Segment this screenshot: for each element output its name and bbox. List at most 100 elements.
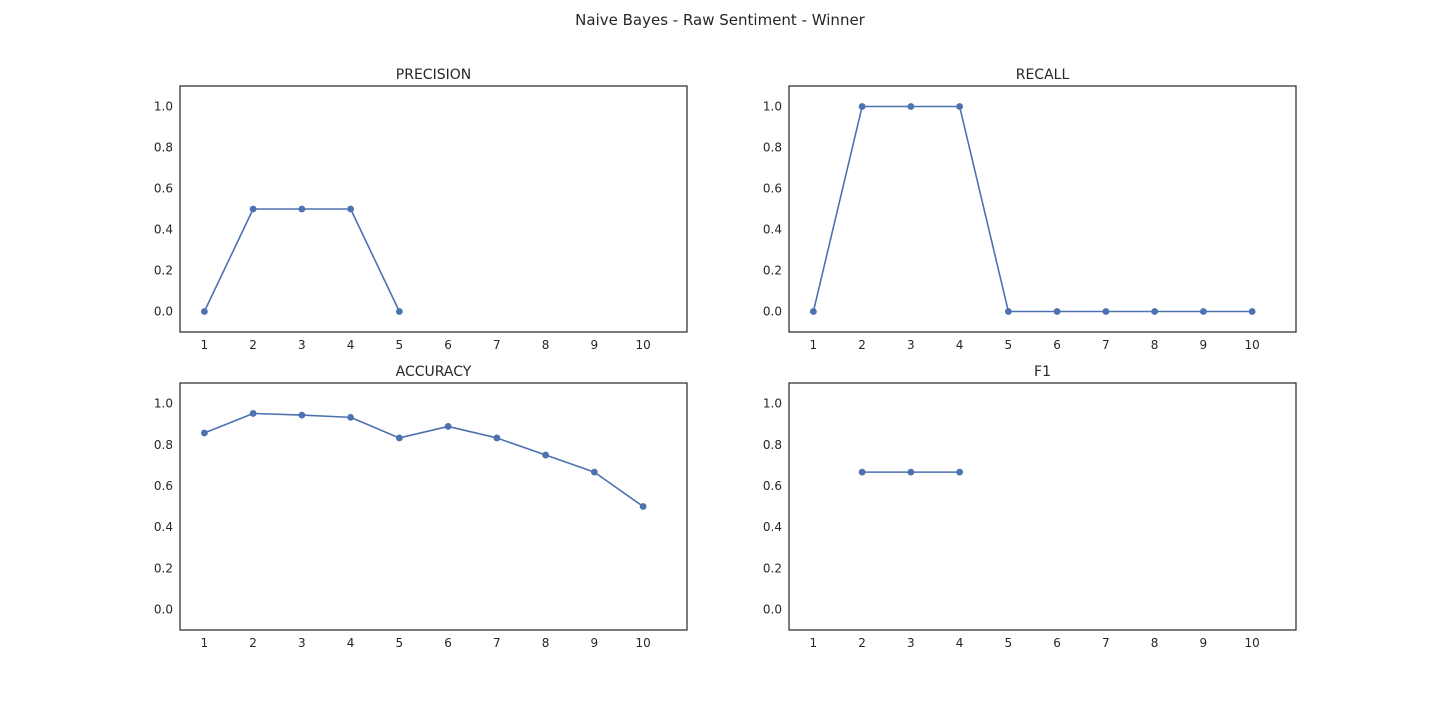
f1-ytick-label: 1.0 — [763, 397, 782, 411]
recall-data-point — [956, 103, 964, 110]
f1-xtick-label: 4 — [956, 636, 964, 650]
f1-ytick-label: 0.0 — [763, 602, 782, 616]
f1-ytick-label: 0.4 — [763, 520, 782, 534]
precision-xtick-label: 2 — [249, 338, 257, 352]
precision-xtick-label: 10 — [635, 338, 650, 352]
precision-title: PRECISION — [396, 67, 471, 83]
accuracy-ytick-label: 0.8 — [154, 438, 173, 452]
f1-xtick-label: 9 — [1200, 636, 1208, 650]
recall-ytick-label: 1.0 — [763, 100, 782, 114]
recall-xtick-label: 7 — [1102, 338, 1110, 352]
accuracy-data-point — [298, 411, 306, 419]
accuracy-axes-frame — [179, 382, 688, 631]
precision-ytick-label: 0.6 — [154, 182, 173, 196]
recall-xtick-label: 3 — [907, 338, 915, 352]
recall-ytick-label: 0.4 — [763, 223, 782, 237]
f1-xtick-label: 10 — [1244, 636, 1259, 650]
precision-xtick-label: 5 — [396, 338, 404, 352]
accuracy-xtick-label: 1 — [201, 636, 209, 650]
f1-ytick-label: 0.6 — [763, 479, 782, 493]
accuracy-ytick-label: 1.0 — [154, 397, 173, 411]
accuracy-data-point — [444, 423, 452, 430]
accuracy-xtick-label: 9 — [591, 636, 599, 650]
precision-ytick-label: 0.2 — [154, 264, 173, 278]
recall-xtick-label: 1 — [810, 338, 818, 352]
accuracy-ytick-label: 0.2 — [154, 561, 173, 575]
accuracy-ytick-label: 0.0 — [154, 602, 173, 616]
accuracy-xtick-label: 4 — [347, 636, 355, 650]
recall-xtick-label: 9 — [1200, 338, 1208, 352]
precision-data-point — [200, 308, 208, 315]
recall-data-point — [1151, 308, 1159, 315]
accuracy-data-point — [347, 413, 355, 421]
accuracy-data-point — [395, 434, 403, 442]
f1-xtick-label: 2 — [858, 636, 866, 650]
precision-xtick-label: 4 — [347, 338, 355, 352]
recall-data-point — [858, 103, 866, 110]
precision-xtick-label: 8 — [542, 338, 550, 352]
accuracy-ytick-label: 0.6 — [154, 479, 173, 493]
f1-data-point — [907, 468, 915, 476]
f1-xtick-label: 5 — [1005, 636, 1013, 650]
accuracy-xtick-label: 10 — [635, 636, 650, 650]
precision-data-point — [347, 205, 355, 213]
accuracy-panel: ACCURACY 0.0 0.2 0.4 0.6 0.8 1.0 1 2 3 4 5 6 7 8 9 10 — [154, 364, 688, 650]
f1-xtick-label: 1 — [810, 636, 818, 650]
f1-xtick-label: 7 — [1102, 636, 1110, 650]
recall-ytick-label: 0.0 — [763, 305, 782, 319]
precision-data-point — [249, 205, 257, 213]
accuracy-data-point — [639, 503, 647, 510]
recall-data-point — [1053, 308, 1061, 315]
precision-data-point — [298, 205, 306, 213]
f1-axes-frame — [788, 382, 1297, 631]
figure-title: Naive Bayes - Raw Sentiment - Winner — [575, 11, 866, 29]
recall-panel: RECALL 0.0 0.2 0.4 0.6 0.8 1.0 1 2 3 4 5 6 7 8 9 10 — [763, 67, 1297, 352]
f1-xtick-label: 6 — [1053, 636, 1061, 650]
recall-data-point — [907, 103, 915, 110]
recall-data-point — [809, 308, 817, 315]
recall-xtick-label: 8 — [1151, 338, 1159, 352]
accuracy-data-point — [590, 468, 598, 476]
precision-data-point — [395, 308, 403, 315]
precision-xtick-label: 6 — [444, 338, 452, 352]
f1-panel: F1 0.0 0.2 0.4 0.6 0.8 1.0 1 2 3 4 5 6 7 8 9 10 — [763, 364, 1297, 650]
recall-data-point — [1102, 308, 1110, 315]
recall-title: RECALL — [1016, 67, 1070, 83]
accuracy-title: ACCURACY — [396, 364, 472, 380]
recall-ytick-label: 0.6 — [763, 182, 782, 196]
f1-data-point — [858, 468, 866, 476]
recall-xtick-label: 4 — [956, 338, 964, 352]
recall-ytick-label: 0.8 — [763, 141, 782, 155]
accuracy-xtick-label: 8 — [542, 636, 550, 650]
accuracy-xtick-label: 2 — [249, 636, 257, 650]
f1-xtick-label: 3 — [907, 636, 915, 650]
accuracy-xtick-label: 6 — [444, 636, 452, 650]
f1-ytick-label: 0.8 — [763, 438, 782, 452]
recall-data-point — [1004, 308, 1012, 315]
recall-xtick-label: 10 — [1244, 338, 1259, 352]
accuracy-data-point — [542, 451, 550, 459]
accuracy-data-point — [493, 434, 501, 442]
precision-ytick-label: 0.4 — [154, 223, 173, 237]
precision-xtick-label: 7 — [493, 338, 501, 352]
recall-xtick-label: 5 — [1005, 338, 1013, 352]
recall-series-line — [812, 105, 1253, 313]
recall-ytick-label: 0.2 — [763, 264, 782, 278]
precision-panel: PRECISION 0.0 0.2 0.4 0.6 0.8 1.0 1 2 3 4 5 6 7 8 9 10 — [154, 67, 688, 352]
precision-ytick-label: 0.8 — [154, 141, 173, 155]
recall-data-point — [1248, 308, 1256, 315]
accuracy-data-point — [249, 410, 257, 417]
f1-title: F1 — [1034, 364, 1051, 380]
accuracy-xtick-label: 5 — [396, 636, 404, 650]
precision-xtick-label: 3 — [298, 338, 306, 352]
recall-xtick-label: 6 — [1053, 338, 1061, 352]
accuracy-data-point — [200, 429, 208, 437]
precision-ytick-label: 1.0 — [154, 100, 173, 114]
precision-xtick-label: 9 — [591, 338, 599, 352]
recall-axes-frame — [788, 85, 1297, 333]
f1-xtick-label: 8 — [1151, 636, 1159, 650]
f1-data-point — [956, 468, 964, 476]
accuracy-xtick-label: 3 — [298, 636, 306, 650]
accuracy-ytick-label: 0.4 — [154, 520, 173, 534]
